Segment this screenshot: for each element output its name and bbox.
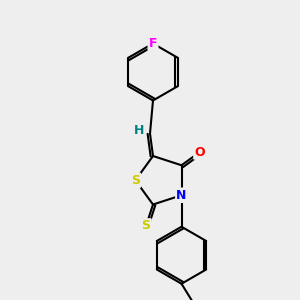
Text: N: N: [176, 189, 187, 202]
Text: F: F: [149, 37, 157, 50]
Text: O: O: [194, 146, 205, 158]
Text: S: S: [142, 219, 151, 232]
Text: S: S: [131, 174, 140, 187]
Text: H: H: [134, 124, 145, 137]
